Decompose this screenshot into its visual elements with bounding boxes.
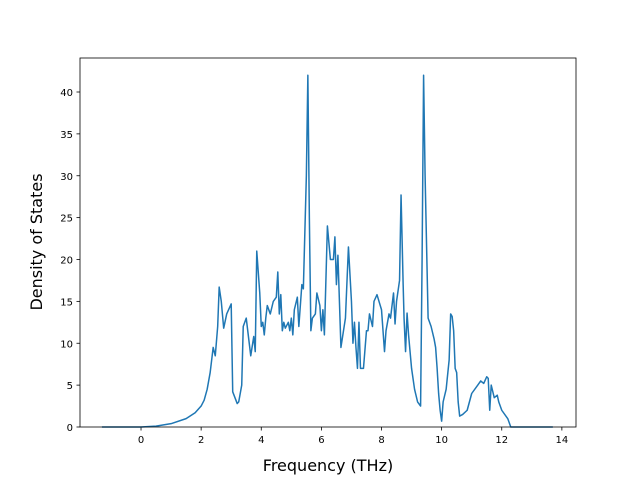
y-tick-label: 15 <box>60 297 73 308</box>
y-tick-label: 35 <box>60 130 73 141</box>
x-tick-label: 12 <box>495 435 508 446</box>
plot-frame <box>79 57 577 428</box>
x-tick-label: 6 <box>318 435 324 446</box>
data-line <box>101 74 553 428</box>
x-tick-label: 4 <box>258 435 264 446</box>
y-tick-label: 0 <box>67 423 73 434</box>
x-axis-label: Frequency (THz) <box>263 456 393 475</box>
x-tick-label: 10 <box>435 435 448 446</box>
y-tick-label: 30 <box>60 172 73 183</box>
y-tick-label: 20 <box>60 256 73 267</box>
x-tick-label: 14 <box>556 435 569 446</box>
y-tick-label: 5 <box>67 381 73 392</box>
y-tick-label: 40 <box>60 88 73 99</box>
y-tick-label: 25 <box>60 214 73 225</box>
y-tick-label: 10 <box>60 339 73 350</box>
x-tick-label: 2 <box>198 435 204 446</box>
x-tick-label: 0 <box>138 435 144 446</box>
x-tick-label: 8 <box>378 435 384 446</box>
y-axis-label: Density of States <box>27 173 46 310</box>
